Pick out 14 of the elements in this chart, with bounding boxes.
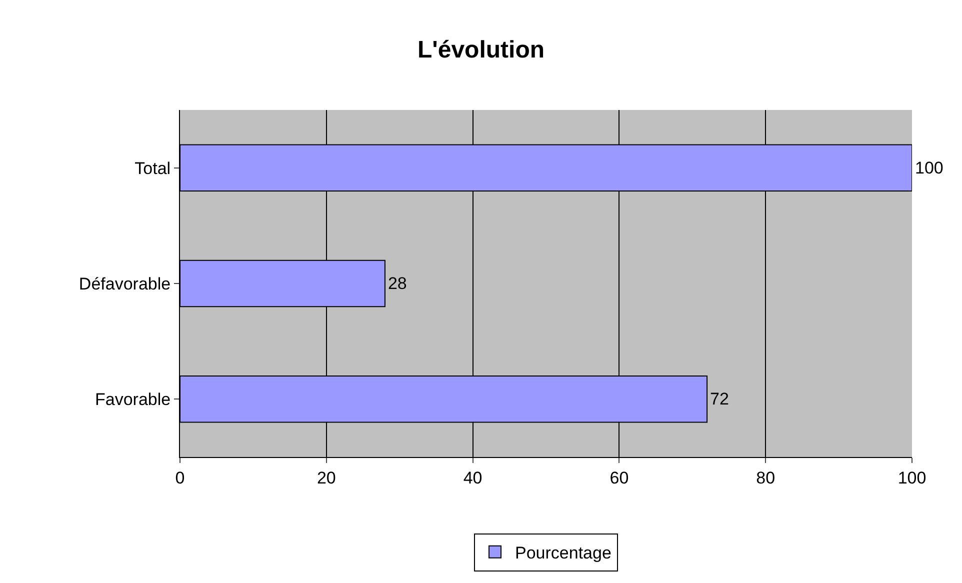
- data-label: 28: [388, 274, 407, 293]
- legend-label: Pourcentage: [515, 544, 612, 563]
- y-tick-label: Total: [134, 158, 171, 178]
- y-tick-label: Favorable: [94, 390, 171, 410]
- x-tick-label: 100: [898, 468, 926, 488]
- x-tick-label: 20: [316, 468, 336, 488]
- y-tick-label: Défavorable: [78, 274, 171, 294]
- x-tick-label: 80: [756, 468, 776, 488]
- x-tick-label: 40: [463, 468, 482, 488]
- x-tick-label: 0: [175, 468, 185, 488]
- chart-title: L'évolution: [417, 36, 545, 64]
- data-label: 100: [915, 158, 944, 178]
- data-label: 72: [710, 390, 729, 409]
- x-tick-label: 60: [610, 468, 629, 488]
